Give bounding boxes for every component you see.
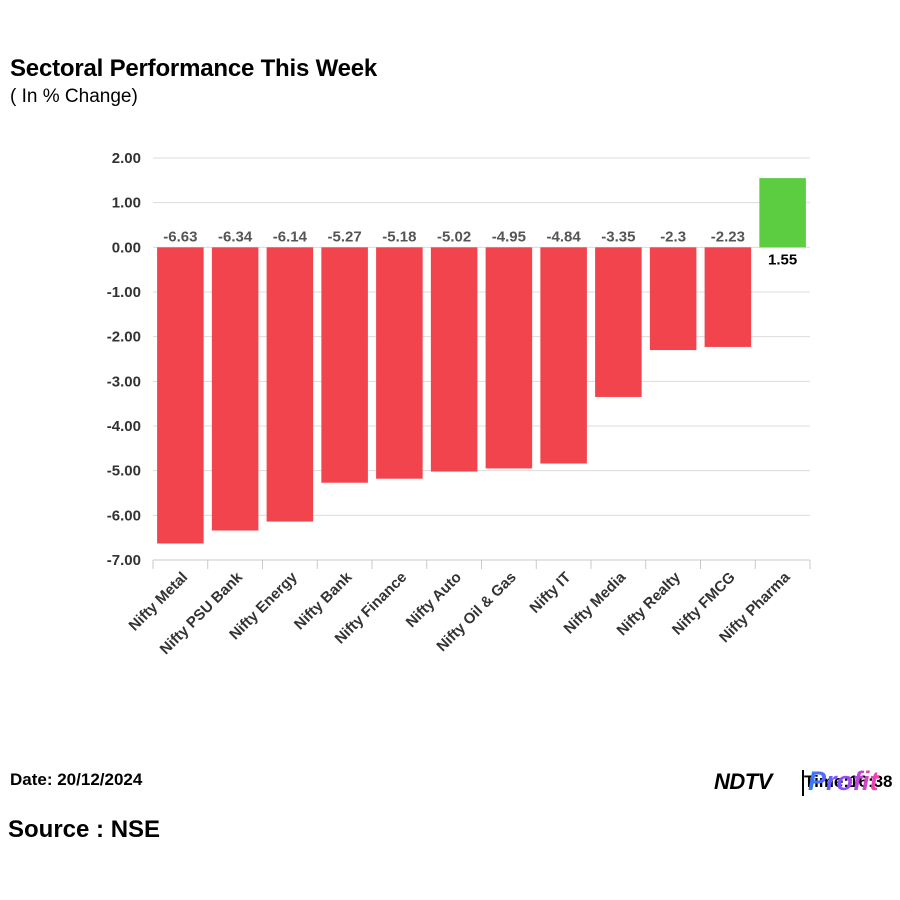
data-label: -6.63 [163, 228, 197, 245]
data-label: -4.95 [492, 228, 526, 245]
bar [759, 178, 806, 248]
data-label: -5.02 [437, 228, 471, 245]
logo-brand: NDTV [714, 769, 772, 794]
y-tick-label: -2.00 [107, 329, 141, 346]
data-label: -5.27 [328, 228, 362, 245]
bar [266, 247, 314, 522]
bar [485, 247, 533, 469]
bar [376, 247, 423, 479]
x-category-label: Nifty IT [526, 569, 574, 617]
data-label: -6.34 [218, 228, 253, 245]
y-tick-label: -3.00 [107, 373, 141, 390]
bar [540, 247, 587, 464]
logo-time: Time:16:38 [804, 772, 893, 792]
chart-subtitle: ( In % Change) [10, 86, 138, 107]
bar [157, 247, 204, 544]
y-tick-label: 2.00 [112, 150, 141, 167]
bar [211, 247, 259, 531]
y-tick-label: -5.00 [107, 463, 141, 480]
bar [595, 247, 642, 397]
y-tick-label: 0.00 [112, 239, 141, 256]
data-label: -5.18 [382, 228, 416, 245]
y-tick-label: -1.00 [107, 284, 141, 301]
bar [649, 247, 697, 351]
y-tick-label: -6.00 [107, 507, 141, 524]
source-label: Source : NSE [8, 816, 161, 843]
data-label: -4.84 [547, 228, 582, 245]
logo-divider [802, 770, 804, 796]
data-label: -2.23 [711, 228, 745, 245]
data-label: -3.35 [601, 228, 635, 245]
data-label: 1.55 [768, 251, 797, 268]
logo-product: Profit [808, 766, 879, 796]
data-label: -6.14 [273, 228, 308, 245]
bar [704, 247, 752, 347]
y-tick-label: -4.00 [107, 418, 141, 435]
chart-title: Sectoral Performance This Week [10, 55, 378, 82]
bar [321, 247, 368, 483]
data-label: -2.3 [660, 228, 686, 245]
date-label: Date: 20/12/2024 [10, 770, 143, 789]
ndtv-profit-logo: NDTV Time:16:38 Profit [714, 766, 894, 802]
y-tick-label: -7.00 [107, 552, 141, 569]
bar [430, 247, 478, 472]
y-tick-label: 1.00 [112, 195, 141, 212]
